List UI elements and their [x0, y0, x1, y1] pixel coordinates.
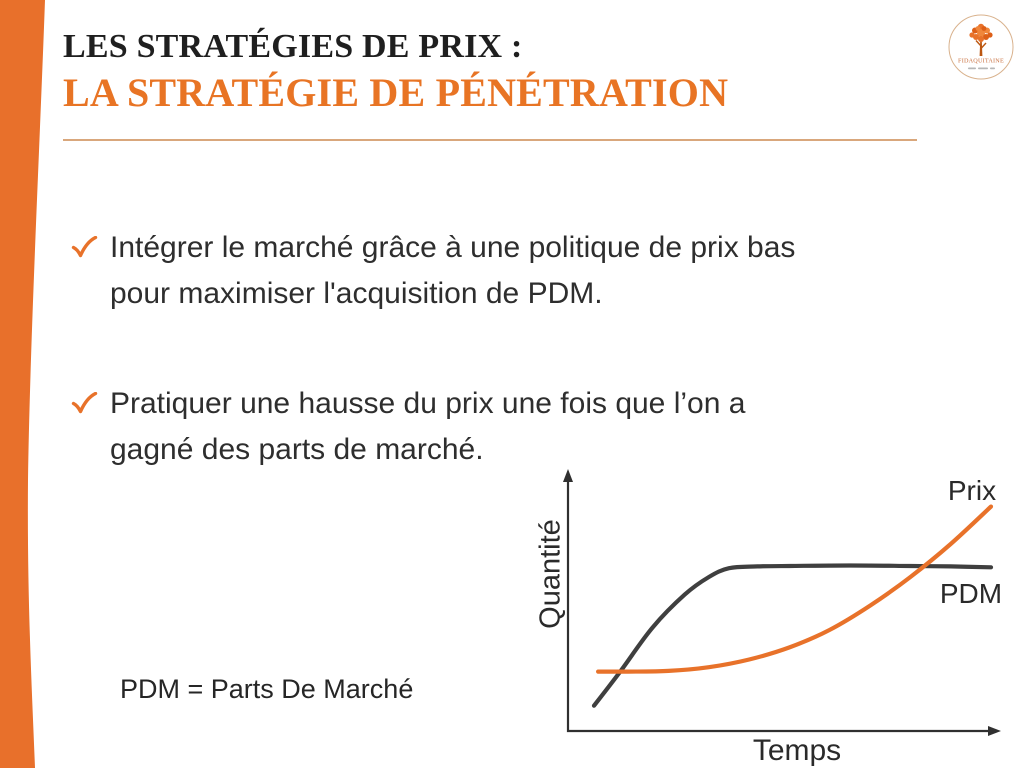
penetration-chart — [563, 469, 1001, 736]
slide-main-title: LA STRATÉGIE DE PÉNÉTRATION — [63, 70, 729, 115]
pdm-definition-note: PDM = Parts De Marché — [120, 674, 414, 704]
prix-curve — [596, 504, 994, 674]
pdm-curve — [591, 563, 994, 708]
logo-tagline — [968, 67, 995, 70]
sidebar-accent-bar — [0, 0, 45, 768]
tree-icon — [969, 23, 993, 56]
bullet-text-1: Intégrer le marché grâce à une politique… — [110, 231, 796, 310]
title-divider-line — [63, 139, 917, 141]
slide-kicker-title: LES STRATÉGIES DE PRIX : — [63, 28, 523, 65]
logo-name: FIDAQUITAINE — [958, 58, 1004, 65]
pdm-series-label: PDM — [939, 578, 1003, 609]
check-icon — [71, 236, 98, 258]
y-axis-label: Quantité — [534, 519, 567, 629]
check-icon — [71, 392, 98, 414]
chart-axes — [566, 479, 991, 733]
prix-series-label: Prix — [947, 475, 997, 506]
y-axis-arrow — [563, 469, 573, 482]
x-axis-arrow — [988, 726, 1001, 736]
bullet-text-2: Pratiquer une hausse du prix une fois qu… — [110, 387, 746, 466]
company-logo: FIDAQUITAINE — [948, 14, 1014, 80]
x-axis-label: Temps — [752, 734, 842, 767]
